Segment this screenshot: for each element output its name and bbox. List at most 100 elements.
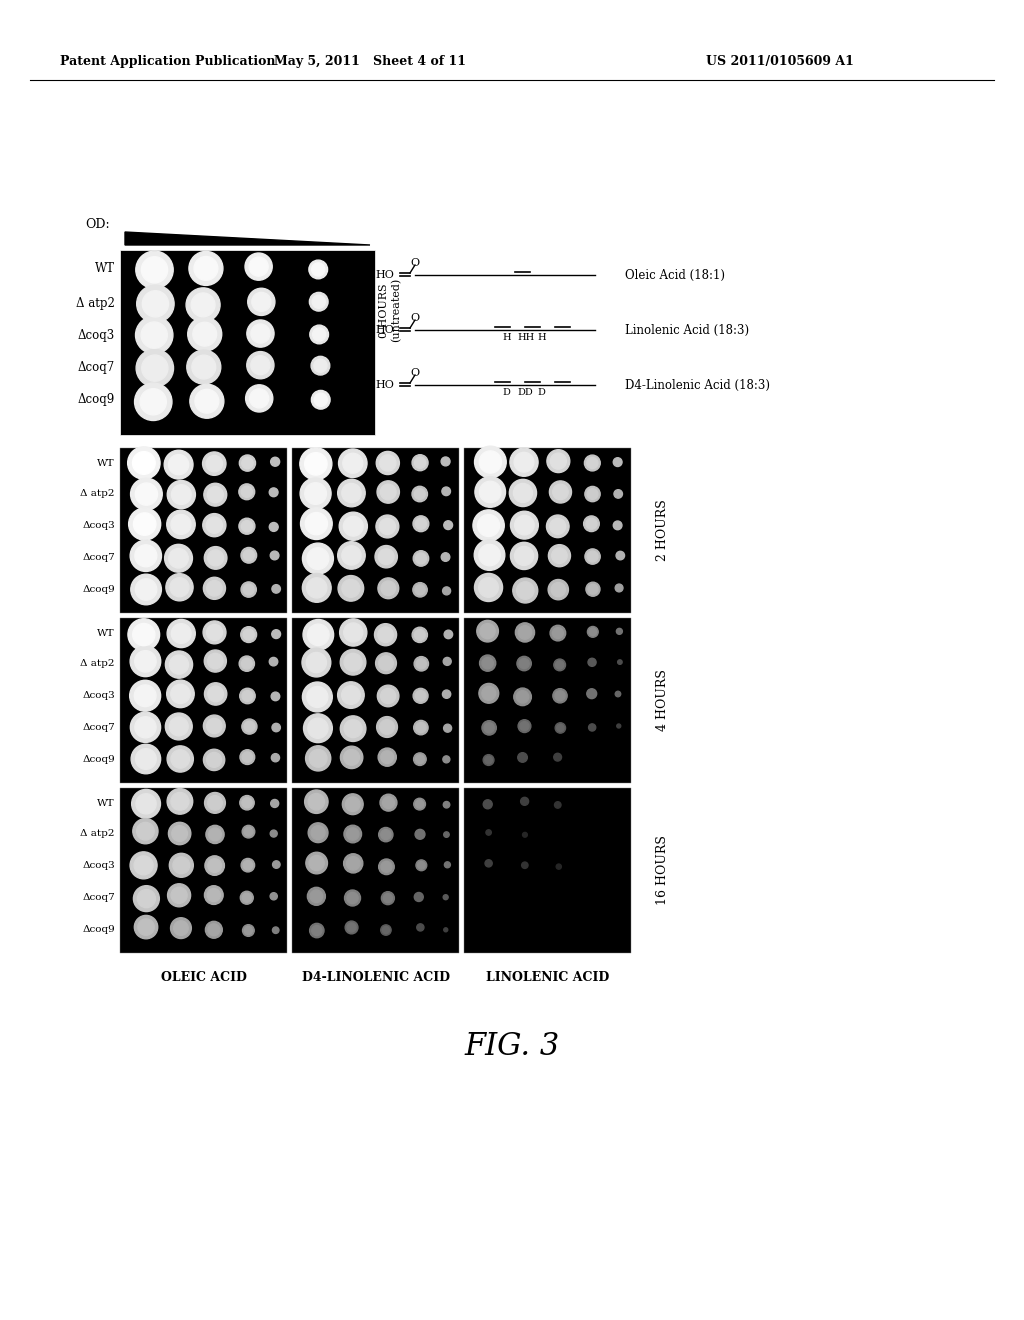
Circle shape (207, 888, 220, 902)
Circle shape (311, 263, 325, 276)
Circle shape (380, 795, 397, 810)
Circle shape (550, 626, 565, 642)
Bar (464, 618, 631, 783)
Circle shape (270, 800, 279, 808)
Circle shape (312, 296, 326, 309)
Circle shape (414, 721, 428, 735)
Circle shape (269, 657, 278, 665)
Circle shape (134, 383, 172, 421)
Text: WT: WT (97, 628, 115, 638)
Circle shape (416, 755, 424, 763)
Circle shape (379, 656, 393, 671)
Circle shape (442, 690, 451, 698)
Circle shape (587, 552, 598, 562)
Circle shape (241, 627, 257, 643)
Circle shape (242, 690, 253, 701)
Circle shape (309, 293, 328, 312)
Circle shape (416, 859, 427, 871)
Circle shape (516, 582, 534, 599)
Bar (464, 788, 631, 953)
Circle shape (519, 659, 529, 669)
Text: Δcoq9: Δcoq9 (82, 755, 115, 763)
Circle shape (473, 510, 504, 541)
Circle shape (242, 659, 252, 669)
Circle shape (344, 825, 361, 842)
Circle shape (310, 325, 329, 343)
Circle shape (306, 652, 327, 673)
Text: Δcoq7: Δcoq7 (82, 722, 115, 731)
Circle shape (172, 826, 187, 841)
Circle shape (412, 486, 427, 502)
Circle shape (240, 796, 254, 810)
Circle shape (442, 487, 451, 495)
Circle shape (474, 446, 506, 478)
Circle shape (247, 319, 274, 347)
Text: Δcoq7: Δcoq7 (78, 360, 115, 374)
Circle shape (251, 355, 270, 375)
Text: LINOLENIC ACID: LINOLENIC ACID (485, 972, 609, 983)
Circle shape (443, 801, 450, 808)
Circle shape (381, 862, 392, 873)
Circle shape (383, 797, 394, 809)
Circle shape (302, 573, 331, 602)
Polygon shape (125, 232, 370, 246)
Circle shape (548, 579, 568, 599)
Circle shape (442, 587, 451, 595)
Text: OD:: OD: (85, 219, 110, 231)
Circle shape (586, 582, 600, 597)
Circle shape (378, 748, 396, 766)
Circle shape (340, 619, 367, 645)
Text: HO: HO (376, 380, 394, 389)
Circle shape (415, 630, 425, 640)
Circle shape (587, 458, 598, 469)
Circle shape (243, 630, 254, 640)
Circle shape (381, 751, 393, 763)
Circle shape (344, 623, 362, 642)
Circle shape (557, 725, 564, 731)
Circle shape (443, 895, 449, 900)
Circle shape (270, 457, 280, 466)
Text: 0 HOURS
(untreated): 0 HOURS (untreated) (379, 279, 401, 342)
Circle shape (550, 480, 571, 503)
Circle shape (171, 515, 190, 535)
Circle shape (555, 723, 565, 733)
Circle shape (272, 723, 281, 731)
Circle shape (141, 355, 168, 381)
Circle shape (417, 659, 426, 669)
Circle shape (242, 719, 257, 734)
Circle shape (415, 457, 426, 469)
Text: OLEIC ACID: OLEIC ACID (161, 972, 247, 983)
Circle shape (136, 251, 173, 289)
Circle shape (189, 384, 224, 418)
Circle shape (240, 455, 256, 471)
Circle shape (346, 857, 360, 870)
Circle shape (130, 540, 162, 572)
Circle shape (342, 793, 364, 814)
Circle shape (136, 822, 155, 840)
Circle shape (555, 801, 561, 808)
Circle shape (242, 797, 252, 808)
Circle shape (613, 458, 622, 466)
Circle shape (414, 799, 425, 810)
Circle shape (416, 690, 426, 701)
Circle shape (141, 256, 168, 282)
Circle shape (305, 746, 331, 771)
Circle shape (412, 454, 428, 471)
Circle shape (300, 478, 331, 510)
Circle shape (243, 752, 253, 762)
Circle shape (306, 853, 328, 874)
Circle shape (343, 453, 362, 473)
Circle shape (310, 890, 323, 903)
Text: O: O (411, 313, 420, 323)
Circle shape (206, 517, 222, 533)
Circle shape (272, 861, 281, 869)
Circle shape (443, 521, 453, 529)
Circle shape (383, 894, 392, 903)
Circle shape (271, 692, 280, 701)
Circle shape (307, 887, 326, 906)
Circle shape (616, 552, 625, 560)
Circle shape (513, 483, 532, 503)
Circle shape (550, 453, 566, 469)
Text: WT: WT (97, 799, 115, 808)
Circle shape (547, 450, 569, 473)
